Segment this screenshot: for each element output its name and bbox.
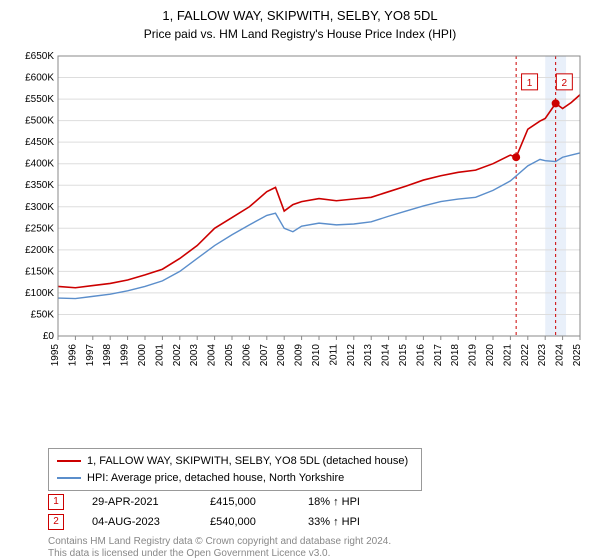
table-row: 1 29-APR-2021 £415,000 18% ↑ HPI <box>48 492 388 512</box>
attribution-line: This data is licensed under the Open Gov… <box>48 548 391 560</box>
svg-text:2011: 2011 <box>328 344 339 366</box>
legend-label: HPI: Average price, detached house, Nort… <box>87 470 344 487</box>
svg-text:2: 2 <box>562 78 568 89</box>
marker-id-box: 2 <box>48 514 64 530</box>
svg-text:2003: 2003 <box>189 344 200 367</box>
attribution-line: Contains HM Land Registry data © Crown c… <box>48 536 391 548</box>
svg-text:£650K: £650K <box>25 51 54 62</box>
svg-text:2000: 2000 <box>137 344 148 367</box>
svg-text:1: 1 <box>527 78 533 89</box>
svg-text:£350K: £350K <box>25 180 54 191</box>
svg-text:£500K: £500K <box>25 116 54 127</box>
svg-text:2016: 2016 <box>415 344 426 367</box>
svg-text:£200K: £200K <box>25 245 54 256</box>
svg-text:2019: 2019 <box>468 344 479 367</box>
svg-text:£400K: £400K <box>25 159 54 170</box>
table-row: 2 04-AUG-2023 £540,000 33% ↑ HPI <box>48 512 388 532</box>
svg-text:2007: 2007 <box>259 344 270 367</box>
page-subtitle: Price paid vs. HM Land Registry's House … <box>0 25 600 41</box>
svg-text:2023: 2023 <box>537 344 548 367</box>
marker-table: 1 29-APR-2021 £415,000 18% ↑ HPI 2 04-AU… <box>48 492 388 532</box>
svg-text:2008: 2008 <box>276 344 287 367</box>
marker-date: 04-AUG-2023 <box>92 516 182 528</box>
svg-text:2001: 2001 <box>154 344 165 367</box>
legend: 1, FALLOW WAY, SKIPWITH, SELBY, YO8 5DL … <box>48 448 422 491</box>
svg-text:2021: 2021 <box>502 344 513 367</box>
svg-text:£50K: £50K <box>31 309 55 320</box>
marker-date: 29-APR-2021 <box>92 496 182 508</box>
marker-price: £415,000 <box>210 496 280 508</box>
svg-text:2012: 2012 <box>346 344 357 367</box>
svg-text:1995: 1995 <box>50 344 61 367</box>
svg-text:1998: 1998 <box>102 344 113 367</box>
svg-text:£550K: £550K <box>25 94 54 105</box>
svg-text:2014: 2014 <box>381 344 392 367</box>
svg-text:2017: 2017 <box>433 344 444 367</box>
price-chart: £0 £50K £100K £150K £200K £250K £300K £350K £400… <box>10 50 590 390</box>
legend-row: 1, FALLOW WAY, SKIPWITH, SELBY, YO8 5DL … <box>57 453 413 470</box>
svg-text:£150K: £150K <box>25 266 54 277</box>
svg-text:£300K: £300K <box>25 202 54 213</box>
marker-hpi: 18% ↑ HPI <box>308 496 388 508</box>
svg-text:£250K: £250K <box>25 223 54 234</box>
svg-text:£450K: £450K <box>25 137 54 148</box>
svg-text:2025: 2025 <box>572 344 583 367</box>
svg-text:2015: 2015 <box>398 344 409 367</box>
svg-text:£600K: £600K <box>25 73 54 84</box>
svg-text:1996: 1996 <box>67 344 78 367</box>
svg-text:2010: 2010 <box>311 344 322 367</box>
attribution: Contains HM Land Registry data © Crown c… <box>48 536 391 559</box>
page-title: 1, FALLOW WAY, SKIPWITH, SELBY, YO8 5DL <box>0 0 600 25</box>
legend-row: HPI: Average price, detached house, Nort… <box>57 470 413 487</box>
legend-swatch-icon <box>57 477 81 479</box>
svg-text:2009: 2009 <box>294 344 305 367</box>
svg-text:£100K: £100K <box>25 288 54 299</box>
svg-text:1997: 1997 <box>85 344 96 367</box>
marker-id-box: 1 <box>48 494 64 510</box>
svg-text:2004: 2004 <box>207 344 218 367</box>
marker-price: £540,000 <box>210 516 280 528</box>
svg-text:1999: 1999 <box>120 344 131 367</box>
svg-text:2002: 2002 <box>172 344 183 367</box>
svg-text:2006: 2006 <box>241 344 252 367</box>
legend-label: 1, FALLOW WAY, SKIPWITH, SELBY, YO8 5DL … <box>87 453 408 470</box>
svg-text:2005: 2005 <box>224 344 235 367</box>
svg-text:2013: 2013 <box>363 344 374 367</box>
svg-text:£0: £0 <box>43 331 55 342</box>
svg-text:2022: 2022 <box>520 344 531 367</box>
marker-hpi: 33% ↑ HPI <box>308 516 388 528</box>
legend-swatch-icon <box>57 460 81 462</box>
svg-text:2024: 2024 <box>555 344 566 367</box>
svg-text:2020: 2020 <box>485 344 496 367</box>
svg-text:2018: 2018 <box>450 344 461 367</box>
